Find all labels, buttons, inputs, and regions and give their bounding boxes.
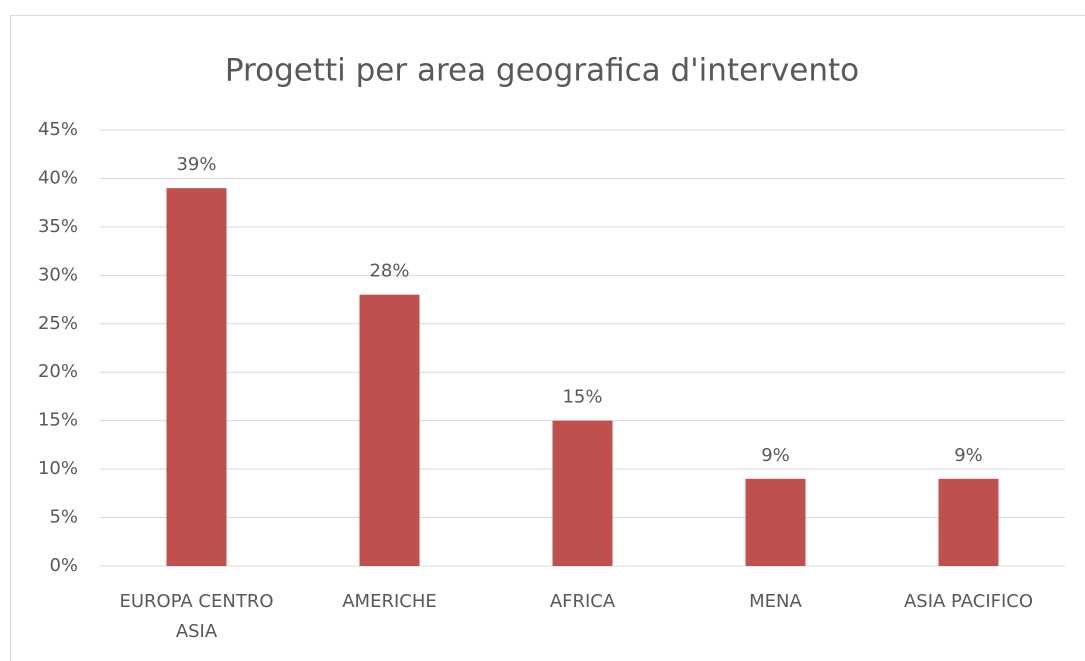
- x-tick-label: ASIA PACIFICO: [903, 591, 1034, 612]
- data-label: 39%: [176, 154, 216, 175]
- x-tick-label: MENA: [749, 591, 802, 612]
- chart-title: Progetti per area geografica d'intervent…: [225, 53, 859, 89]
- y-tick-label: 20%: [38, 361, 78, 382]
- y-tick-label: 40%: [38, 167, 78, 188]
- y-tick-label: 30%: [38, 264, 78, 285]
- x-tick-label: AFRICA: [549, 591, 616, 612]
- y-tick-label: 15%: [38, 410, 78, 431]
- x-tick-label: EUROPA CENTRO ASIA: [119, 591, 274, 642]
- y-tick-label: 45%: [38, 119, 78, 140]
- data-label: 9%: [954, 445, 983, 466]
- x-tick-label: AMERICHE: [342, 591, 437, 612]
- bar: [359, 294, 420, 566]
- data-label: 9%: [761, 445, 790, 466]
- bar: [552, 420, 613, 566]
- bar: [166, 188, 227, 566]
- y-tick-label: 10%: [38, 458, 78, 479]
- y-tick-label: 25%: [38, 313, 78, 334]
- bar: [938, 478, 999, 566]
- bar: [745, 478, 806, 566]
- y-tick-label: 0%: [49, 555, 78, 576]
- data-label: 28%: [369, 261, 409, 282]
- y-tick-label: 5%: [49, 507, 78, 528]
- data-label: 15%: [562, 387, 602, 408]
- y-tick-label: 35%: [38, 216, 78, 237]
